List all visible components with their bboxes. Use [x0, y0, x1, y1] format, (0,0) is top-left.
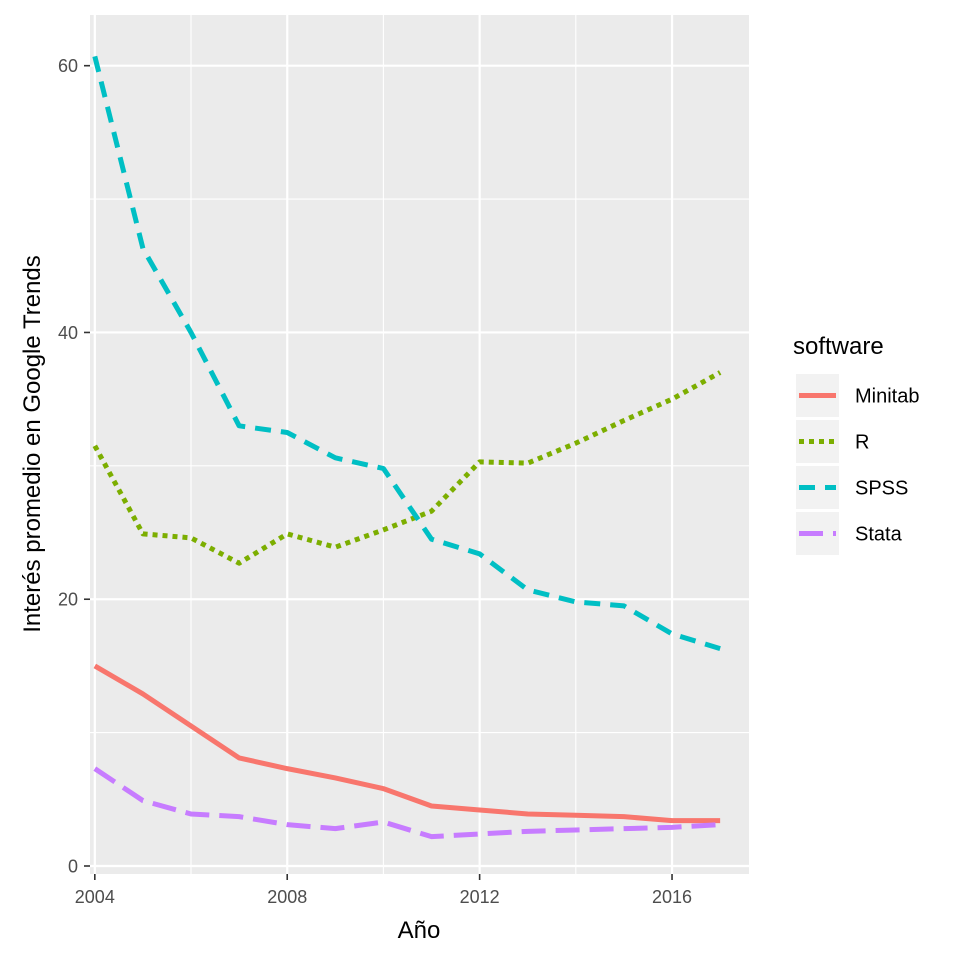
legend-label-r: R — [855, 432, 869, 454]
x-tick-label: 2012 — [460, 887, 500, 907]
series-lines — [92, 55, 722, 840]
series-line-stata — [93, 766, 721, 840]
series-line-spss — [92, 55, 721, 651]
plot-panel — [90, 15, 749, 874]
y-tick-label: 40 — [58, 323, 78, 343]
y-tick-label: 20 — [58, 590, 78, 610]
major-gridlines — [90, 15, 749, 874]
legend-items: Minitab R SPSS Stata — [796, 374, 919, 555]
legend-label-stata: Stata — [855, 524, 903, 546]
x-tick-label: 2008 — [267, 887, 307, 907]
x-tick-label: 2016 — [652, 887, 692, 907]
y-axis-title: Interés promedio en Google Trends — [19, 255, 46, 633]
legend-title: software — [793, 333, 884, 360]
x-axis: 2004 2008 2012 2016 — [75, 874, 692, 907]
y-axis: 0 20 40 60 — [58, 56, 90, 876]
y-tick-label: 0 — [68, 856, 78, 876]
x-axis-title: Año — [398, 917, 441, 944]
legend: software Minitab R SPSS Stata — [793, 333, 919, 555]
series-line-minitab — [93, 663, 721, 824]
legend-label-minitab: Minitab — [855, 386, 919, 408]
x-tick-label: 2004 — [75, 887, 115, 907]
y-tick-label: 60 — [58, 56, 78, 76]
legend-label-spss: SPSS — [855, 478, 908, 500]
